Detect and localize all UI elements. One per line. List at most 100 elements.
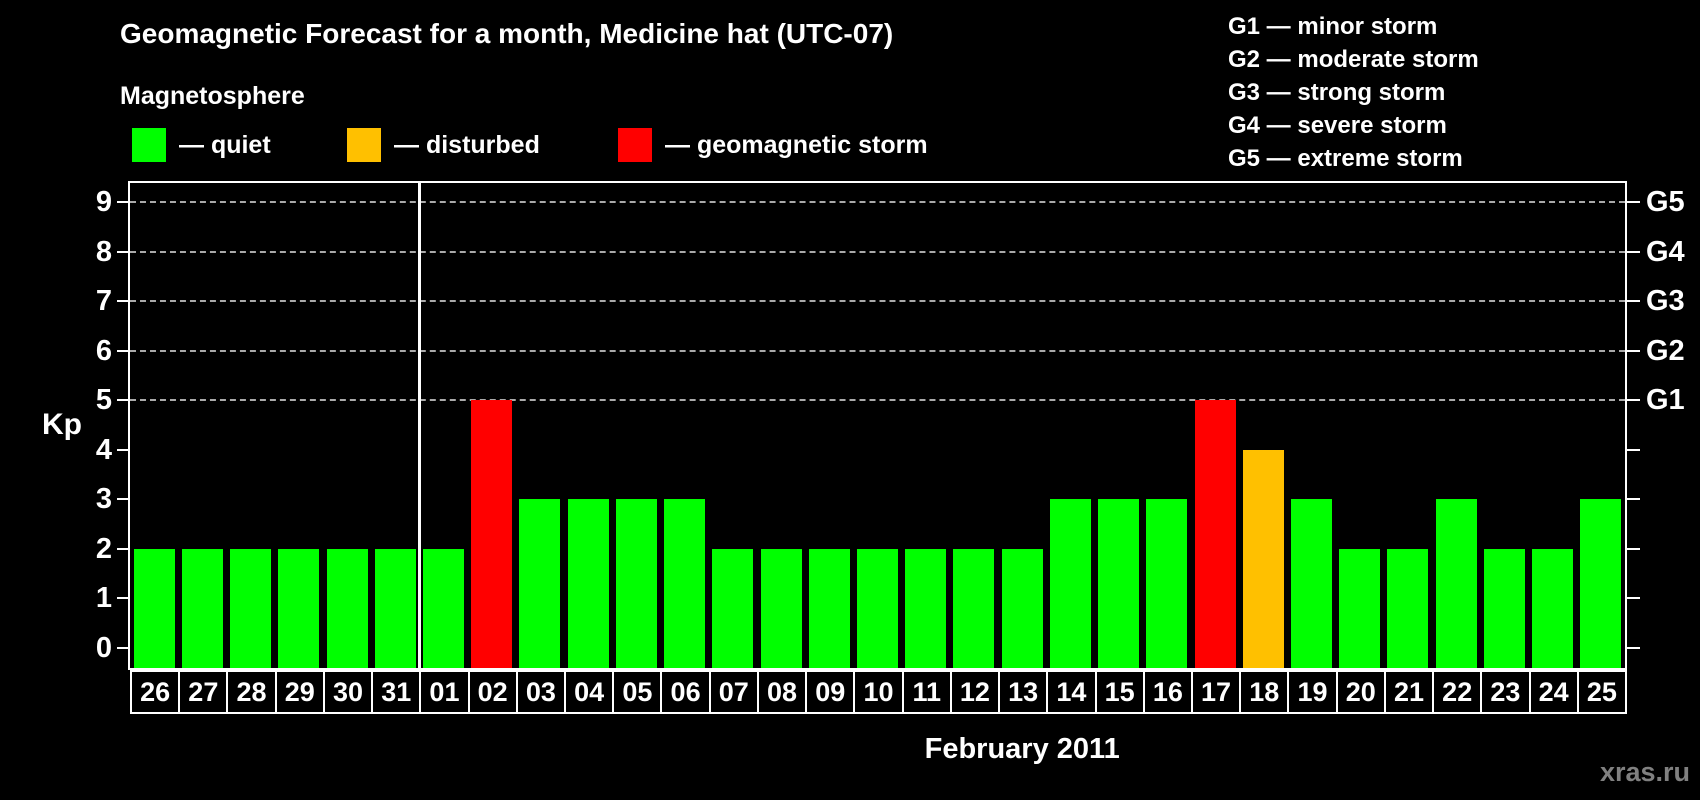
g-tick-1 xyxy=(1627,597,1640,599)
kp-bar-20 xyxy=(1339,548,1381,668)
g-scale-legend-line: G2 — moderate storm xyxy=(1228,46,1479,73)
y-tick-6 xyxy=(117,349,130,352)
g-tick-9 xyxy=(1627,201,1640,203)
day-label-23: 23 xyxy=(1480,670,1531,714)
g-tick-7 xyxy=(1627,300,1640,302)
kp-bar-26 xyxy=(133,548,175,668)
day-label-12: 12 xyxy=(949,670,1001,714)
gridline-kp-5 xyxy=(130,399,1625,401)
y-tick-8 xyxy=(117,250,130,253)
y-tick-3 xyxy=(117,498,130,500)
y-tick-label-8: 8 xyxy=(95,235,112,268)
y-tick-label-3: 3 xyxy=(95,483,112,515)
gridline-kp-9 xyxy=(130,201,1625,203)
day-label-01: 01 xyxy=(419,670,470,714)
kp-bar-13 xyxy=(1001,548,1043,668)
kp-bar-10 xyxy=(856,548,898,668)
kp-bar-31 xyxy=(374,548,416,668)
day-label-21: 21 xyxy=(1383,670,1435,714)
y-tick-2 xyxy=(117,547,130,550)
kp-bar-21 xyxy=(1387,548,1429,668)
day-label-24: 24 xyxy=(1528,670,1579,714)
disturbed-swatch xyxy=(347,128,381,162)
day-label-08: 08 xyxy=(756,670,808,714)
y-tick-label-4: 4 xyxy=(95,433,112,466)
kp-bar-09 xyxy=(808,548,850,668)
g-axis-label-G2: G2 xyxy=(1646,334,1685,367)
disturbed-legend-label: — disturbed xyxy=(394,131,540,159)
day-label-25: 25 xyxy=(1576,670,1627,714)
kp-bar-03 xyxy=(519,499,561,668)
g-tick-6 xyxy=(1627,349,1640,352)
kp-bar-23 xyxy=(1483,548,1525,668)
g-tick-2 xyxy=(1627,547,1640,550)
gridline-kp-7 xyxy=(130,300,1625,302)
day-label-22: 22 xyxy=(1432,670,1483,714)
day-label-07: 07 xyxy=(708,670,759,714)
kp-bar-28 xyxy=(230,548,272,668)
y-axis-title: Kp xyxy=(42,408,82,441)
y-tick-1 xyxy=(117,597,130,599)
day-label-11: 11 xyxy=(901,670,952,714)
kp-bar-29 xyxy=(278,548,320,668)
kp-bar-24 xyxy=(1532,548,1574,668)
day-label-17: 17 xyxy=(1190,670,1242,714)
day-label-30: 30 xyxy=(322,670,374,714)
day-label-29: 29 xyxy=(274,670,325,714)
g-tick-0 xyxy=(1627,646,1640,649)
g-scale-legend-line: G3 — strong storm xyxy=(1228,79,1446,106)
kp-bar-16 xyxy=(1146,499,1188,668)
kp-bar-30 xyxy=(326,548,368,668)
day-label-14: 14 xyxy=(1046,670,1097,714)
kp-bar-18 xyxy=(1242,449,1284,668)
day-label-06: 06 xyxy=(660,670,711,714)
g-scale-legend-line: G4 — severe storm xyxy=(1228,112,1447,139)
day-label-27: 27 xyxy=(178,670,229,714)
day-label-09: 09 xyxy=(805,670,856,714)
month-separator-line xyxy=(417,183,421,668)
g-scale-legend-line: G1 — minor storm xyxy=(1228,13,1438,40)
day-label-04: 04 xyxy=(564,670,615,714)
g-tick-3 xyxy=(1627,498,1640,500)
kp-bar-01 xyxy=(422,548,464,668)
kp-bar-08 xyxy=(760,548,802,668)
kp-bar-04 xyxy=(567,499,609,668)
quiet-legend-label: — quiet xyxy=(179,131,271,159)
day-label-03: 03 xyxy=(515,670,567,714)
magnetosphere-legend: — quiet — disturbed — geomagnetic storm xyxy=(0,128,1700,162)
g-axis-label-G5: G5 xyxy=(1646,186,1685,218)
plot-area xyxy=(128,181,1627,670)
kp-bar-11 xyxy=(905,548,947,668)
y-tick-4 xyxy=(117,448,130,451)
kp-bar-27 xyxy=(181,548,223,668)
day-label-16: 16 xyxy=(1142,670,1193,714)
kp-bar-06 xyxy=(664,499,706,668)
kp-bar-05 xyxy=(615,499,657,668)
gridline-kp-8 xyxy=(130,250,1625,253)
y-tick-label-9: 9 xyxy=(95,186,112,218)
y-tick-9 xyxy=(117,201,130,203)
day-label-10: 10 xyxy=(853,670,904,714)
kp-bar-07 xyxy=(712,548,754,668)
day-label-31: 31 xyxy=(371,670,422,714)
kp-bar-14 xyxy=(1049,499,1091,668)
kp-bar-19 xyxy=(1291,499,1333,668)
y-tick-label-5: 5 xyxy=(95,384,112,416)
y-tick-5 xyxy=(117,399,130,401)
day-label-26: 26 xyxy=(130,670,181,714)
y-tick-label-1: 1 xyxy=(95,582,112,614)
y-tick-0 xyxy=(117,646,130,649)
chart-title: Geomagnetic Forecast for a month, Medici… xyxy=(120,18,894,49)
day-label-20: 20 xyxy=(1335,670,1386,714)
storm-legend-label: — geomagnetic storm xyxy=(665,131,928,159)
watermark: xras.ru xyxy=(1599,757,1690,787)
g-tick-4 xyxy=(1627,448,1640,451)
y-tick-label-0: 0 xyxy=(95,631,112,664)
magnetosphere-label: Magnetosphere xyxy=(120,82,305,110)
kp-bar-25 xyxy=(1580,499,1622,668)
storm-swatch xyxy=(618,128,652,162)
y-tick-7 xyxy=(117,300,130,302)
day-label-15: 15 xyxy=(1094,670,1145,714)
day-label-02: 02 xyxy=(467,670,518,714)
quiet-swatch xyxy=(132,128,166,162)
